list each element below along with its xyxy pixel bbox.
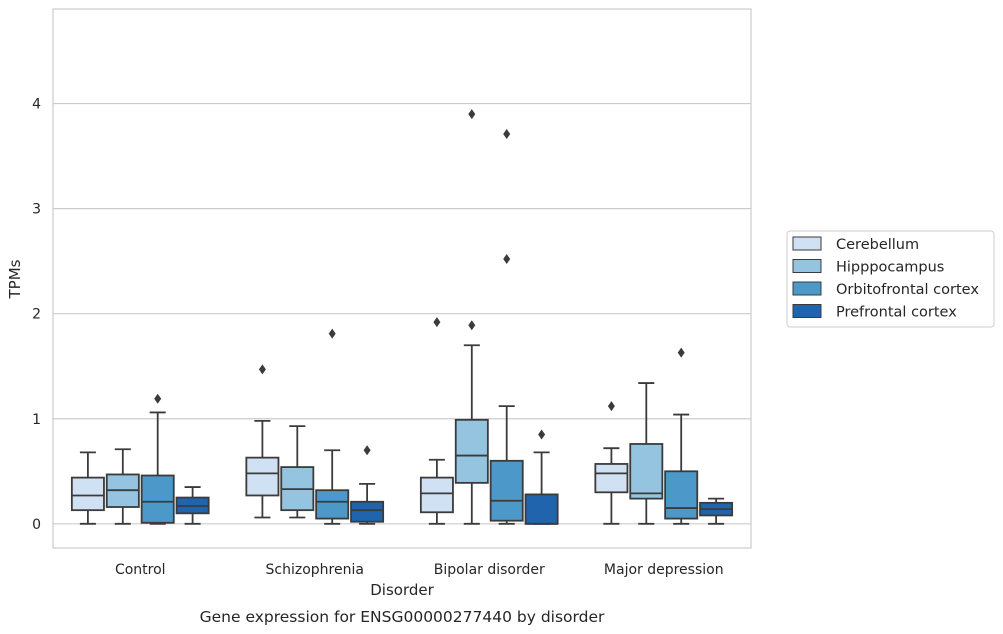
box-orbitofrontal-cortex	[140, 393, 175, 525]
box-iqr	[629, 443, 664, 500]
legend-entry-label: Orbitofrontal cortex	[836, 282, 979, 298]
outlier-marker	[363, 445, 371, 456]
box-iqr	[664, 470, 699, 520]
box-iqr	[594, 463, 629, 494]
box-orbitofrontal-cortex	[315, 328, 350, 525]
outlier-marker	[433, 317, 441, 328]
outlier-marker	[503, 254, 511, 265]
box-prefrontal-cortex	[524, 429, 559, 525]
y-tick-label: 2	[32, 307, 41, 323]
y-tick-label: 1	[32, 412, 41, 428]
outlier-marker	[468, 320, 476, 331]
legend-entry-label: Hipppocampus	[836, 260, 944, 276]
box-iqr	[454, 418, 489, 484]
legend-entry-label: Prefrontal cortex	[836, 305, 957, 321]
y-axis-ticks: 0 1 2 3 4	[32, 97, 41, 533]
x-tick-label: Major depression	[604, 562, 724, 578]
box-cerebellum	[594, 401, 629, 525]
box-series-group	[70, 109, 734, 525]
x-tick-label: Schizophrenia	[266, 562, 364, 578]
y-axis-label: TPMs	[6, 259, 24, 299]
box-cerebellum	[70, 451, 105, 525]
legend-frame	[786, 230, 995, 328]
outlier-marker	[328, 328, 336, 339]
box-cerebellum	[245, 364, 280, 519]
box-cerebellum	[419, 317, 454, 525]
box-iqr	[140, 474, 175, 524]
box-prefrontal-cortex	[699, 497, 734, 525]
box-hipppocampus	[105, 448, 140, 525]
legend-swatch	[792, 259, 822, 273]
legend-swatch	[792, 281, 822, 296]
x-axis-ticks: Control Schizophrenia Bipolar disorder Majo…	[115, 562, 724, 578]
box-hipppocampus	[454, 109, 489, 525]
outlier-marker	[258, 364, 266, 375]
x-tick-label: Control	[115, 562, 166, 578]
outlier-marker	[538, 429, 546, 440]
legend-swatch	[792, 236, 822, 251]
outlier-marker	[677, 347, 685, 358]
outlier-marker	[607, 401, 615, 412]
box-iqr	[315, 489, 350, 520]
outlier-marker	[154, 393, 162, 404]
legend: Cerebellum Hipppocampus Orbitofrontal cort…	[786, 230, 995, 328]
chart-caption: Gene expression for ENSG00000277440 by d…	[200, 608, 605, 626]
gridlines	[53, 102, 751, 525]
box-orbitofrontal-cortex	[664, 347, 699, 525]
x-axis-label: Disorder	[370, 581, 434, 599]
y-tick-label: 3	[32, 202, 41, 218]
legend-entry-label: Cerebellum	[836, 237, 919, 253]
box-hipppocampus	[629, 382, 664, 525]
box-iqr	[245, 456, 280, 497]
x-tick-label: Bipolar disorder	[434, 562, 545, 578]
outlier-marker	[468, 109, 476, 120]
plot-area-frame	[52, 8, 752, 549]
box-iqr	[524, 493, 559, 525]
box-orbitofrontal-cortex	[489, 129, 524, 525]
legend-swatch	[792, 304, 822, 318]
box-prefrontal-cortex	[350, 445, 385, 525]
y-tick-label: 4	[32, 97, 41, 113]
y-tick-label: 0	[32, 517, 41, 533]
box-hipppocampus	[280, 425, 315, 519]
box-iqr	[350, 500, 385, 523]
outlier-marker	[503, 129, 511, 140]
box-prefrontal-cortex	[175, 486, 210, 525]
box-iqr	[70, 476, 105, 512]
box-iqr	[489, 459, 524, 522]
box-iqr	[419, 476, 454, 514]
